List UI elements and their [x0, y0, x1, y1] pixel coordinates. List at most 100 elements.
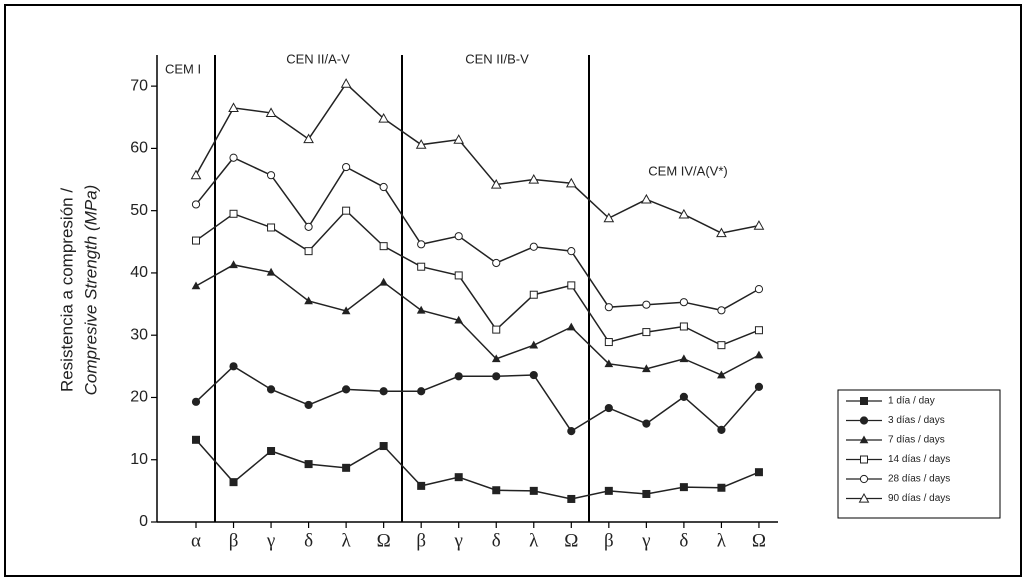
- data-point: [379, 387, 388, 396]
- legend-marker: [859, 435, 869, 444]
- data-point: [642, 419, 651, 428]
- series-line: [195, 264, 760, 376]
- legend-label: 3 días / days: [888, 415, 945, 426]
- data-point: [267, 223, 276, 232]
- data-point: [529, 242, 538, 251]
- data-point: [642, 300, 651, 309]
- data-point: [379, 182, 388, 192]
- data-point: [229, 260, 238, 269]
- x-tick-label: Ω: [752, 530, 766, 551]
- data-point: [266, 171, 276, 180]
- data-point: [304, 460, 313, 469]
- x-tick-label: γ: [641, 530, 650, 551]
- x-tick-label: Ω: [564, 530, 578, 551]
- data-point: [304, 222, 313, 231]
- data-point: [717, 425, 726, 434]
- data-point: [492, 486, 501, 495]
- data-point: [229, 362, 238, 371]
- group-label: CEM I: [165, 61, 201, 76]
- data-point: [754, 326, 763, 335]
- data-point: [603, 212, 615, 223]
- data-point: [566, 322, 576, 331]
- data-point: [191, 397, 201, 406]
- y-tick-label: 50: [130, 202, 148, 219]
- data-point: [265, 107, 277, 118]
- data-point: [492, 258, 501, 268]
- data-point: [229, 209, 238, 218]
- x-tick-label: Ω: [377, 530, 391, 551]
- series-line: [195, 439, 760, 500]
- data-point: [379, 442, 388, 451]
- y-tick-label: 0: [139, 513, 148, 530]
- data-point: [417, 387, 426, 396]
- data-point: [754, 382, 764, 391]
- data-point: [454, 232, 463, 241]
- group-label: CEM IV/A(V*): [648, 163, 727, 178]
- data-point: [192, 435, 200, 444]
- data-point: [342, 162, 351, 172]
- data-point: [754, 350, 764, 359]
- legend-label: 1 día / day: [888, 396, 935, 407]
- data-point: [567, 494, 576, 503]
- data-point: [229, 478, 238, 487]
- legend-label: 7 días / days: [888, 435, 945, 446]
- data-point: [754, 468, 763, 477]
- legend-label: 90 días / days: [888, 493, 950, 504]
- data-point: [529, 290, 538, 299]
- data-point: [679, 392, 688, 401]
- data-point: [567, 426, 576, 436]
- data-point: [340, 78, 352, 88]
- data-point: [191, 281, 201, 290]
- data-point: [604, 359, 614, 368]
- data-point: [453, 134, 465, 144]
- series-line: [195, 156, 760, 312]
- data-point: [717, 306, 726, 315]
- x-tick-label: α: [191, 530, 201, 551]
- data-point: [529, 370, 538, 380]
- data-point: [454, 473, 463, 482]
- y-tick-label: 10: [130, 451, 148, 468]
- data-point: [642, 328, 651, 337]
- data-point: [454, 271, 463, 280]
- y-tick-label: 30: [130, 326, 148, 343]
- data-point: [528, 174, 540, 184]
- data-point: [529, 486, 538, 495]
- y-axis-title: Resistencia a compresión / Compresive St…: [57, 185, 100, 396]
- data-point: [192, 236, 200, 245]
- legend-label: 14 días / days: [888, 454, 950, 465]
- legend-marker: [858, 492, 870, 503]
- data-point: [416, 305, 426, 314]
- data-point: [417, 240, 426, 249]
- series-line: [195, 209, 760, 346]
- data-point: [716, 227, 727, 238]
- x-tick-label: λ: [717, 530, 727, 551]
- data-point: [304, 247, 313, 256]
- data-point: [717, 370, 726, 379]
- legend-marker: [859, 474, 869, 484]
- data-point: [642, 364, 651, 373]
- data-point: [190, 169, 202, 180]
- x-tick-label: β: [604, 530, 614, 551]
- data-point: [567, 247, 576, 256]
- series-line: [195, 365, 760, 433]
- y-tick-label: 20: [130, 389, 148, 406]
- data-point: [679, 354, 689, 363]
- data-point: [266, 267, 276, 276]
- data-point: [341, 306, 351, 315]
- data-point: [641, 193, 652, 204]
- x-tick-label: λ: [529, 530, 539, 551]
- data-point: [228, 102, 239, 113]
- x-tick-label: δ: [492, 530, 501, 551]
- x-tick-label: β: [229, 530, 239, 551]
- data-point: [303, 133, 314, 144]
- data-point: [304, 400, 313, 410]
- x-tick-label: δ: [304, 530, 313, 551]
- group-label: CEN II/A-V: [286, 51, 350, 66]
- data-point: [679, 322, 688, 331]
- y-tick-label: 60: [130, 140, 148, 157]
- data-point: [415, 139, 427, 149]
- data-point: [492, 325, 501, 334]
- data-point: [604, 403, 613, 413]
- legend-marker: [860, 455, 868, 464]
